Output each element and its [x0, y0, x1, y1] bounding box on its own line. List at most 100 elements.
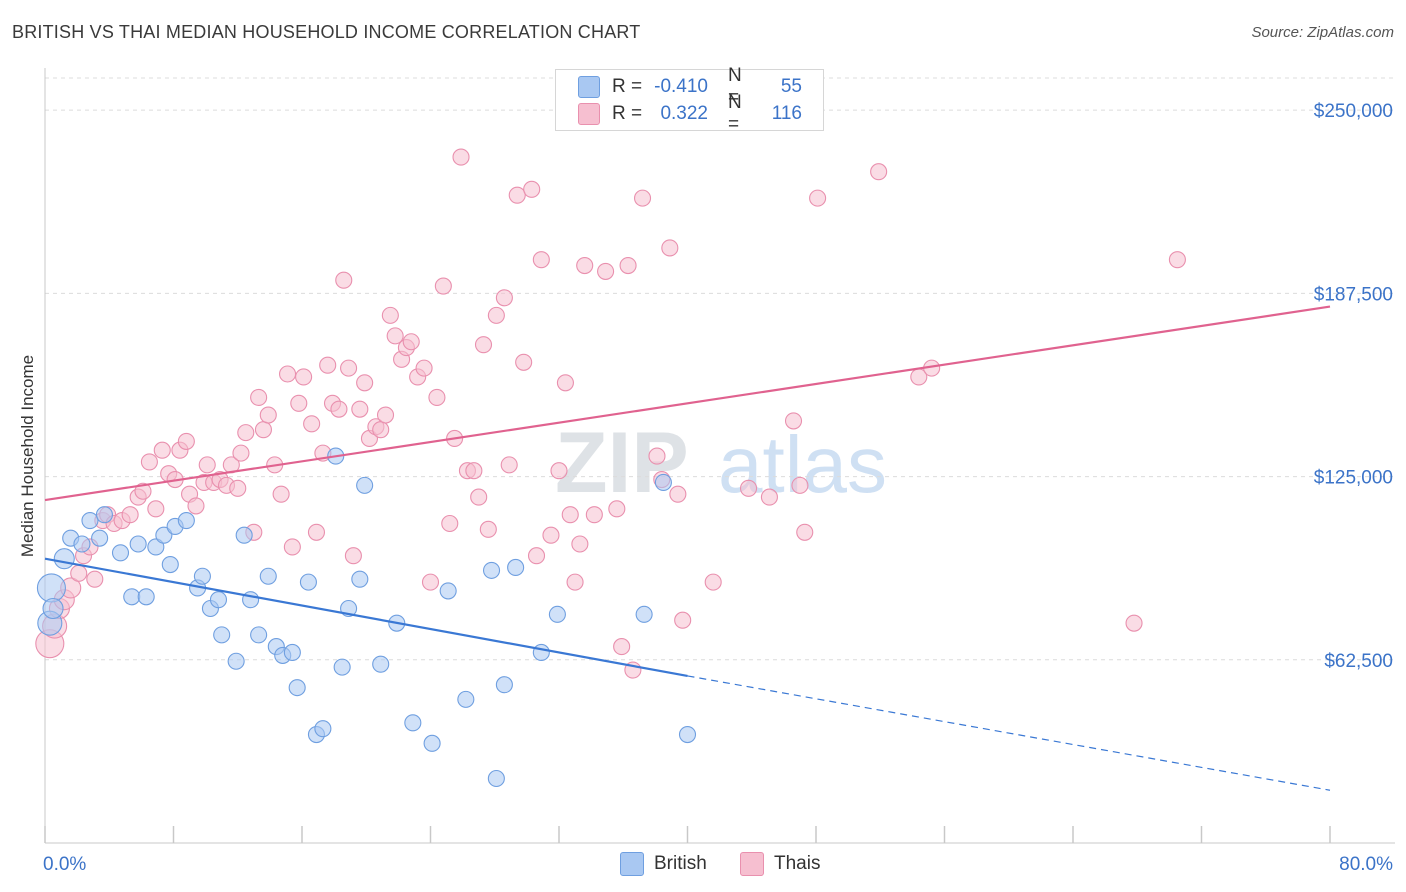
- thais-point: [613, 638, 631, 656]
- british-point: [457, 690, 475, 708]
- thais-point: [386, 327, 404, 345]
- thais-point: [619, 256, 637, 275]
- british-point: [495, 676, 513, 694]
- legend-r-label: R =: [612, 76, 643, 97]
- thais-point: [421, 573, 440, 591]
- thais-point: [704, 573, 722, 591]
- british-swatch: [578, 76, 600, 98]
- thais-point: [381, 306, 399, 324]
- thais-point: [147, 500, 165, 518]
- thais-point: [474, 336, 493, 354]
- thais-point: [465, 462, 483, 480]
- legend-row-british: R = -0.410 N = 55: [578, 65, 802, 108]
- thais-point: [177, 432, 195, 450]
- thais-point: [340, 359, 358, 377]
- thais-point: [415, 359, 433, 377]
- thais-point: [470, 488, 488, 506]
- british-point: [177, 512, 195, 530]
- thais-point: [198, 456, 216, 474]
- thais-point: [272, 485, 290, 503]
- british-point: [193, 567, 211, 585]
- british-point: [259, 567, 277, 585]
- thais-point: [402, 333, 420, 351]
- british-point: [299, 573, 317, 591]
- thais-point: [121, 506, 139, 524]
- thais-point: [479, 520, 497, 538]
- thais-r-value: 0.322: [660, 103, 708, 124]
- british-point: [333, 658, 351, 676]
- thais-point: [344, 547, 362, 565]
- british-point: [42, 597, 64, 620]
- british-point: [53, 548, 75, 570]
- thais-point: [452, 148, 470, 166]
- thais-point: [434, 277, 452, 295]
- thais-point: [1125, 614, 1143, 632]
- thais-point: [254, 421, 273, 439]
- british-point: [129, 535, 147, 553]
- british-point: [548, 605, 566, 623]
- british-point: [404, 714, 422, 732]
- thais-point: [295, 368, 313, 386]
- british-point: [155, 526, 173, 544]
- trend-lines: [44, 305, 1331, 791]
- correlation-legend: R = -0.410 N = 55 R = 0.322 N = 116: [555, 65, 824, 135]
- y-tick-label: $62,500: [1324, 651, 1393, 672]
- source-label: Source: ZipAtlas.com: [1251, 24, 1394, 41]
- thais-point: [542, 526, 560, 544]
- thais-point: [508, 186, 526, 204]
- grid: [45, 77, 1395, 661]
- legend-n-label: N =: [728, 65, 742, 108]
- x-tick-label-max: 80.0%: [1339, 854, 1393, 875]
- thais-point: [495, 289, 513, 307]
- thais-point: [140, 453, 158, 471]
- thais-point: [303, 415, 321, 433]
- axes: [44, 68, 1395, 844]
- thais-point: [566, 573, 584, 591]
- british-point: [73, 535, 91, 553]
- british-point: [95, 506, 113, 524]
- british-point: [372, 655, 390, 673]
- thais-point: [307, 523, 326, 541]
- british-point: [423, 734, 441, 752]
- thais-point: [335, 271, 353, 289]
- thais-point: [809, 189, 827, 207]
- thais-point: [428, 388, 446, 406]
- thais-point: [669, 485, 687, 503]
- thais-point: [571, 535, 589, 553]
- thais-point: [556, 374, 574, 392]
- british-point: [91, 529, 109, 547]
- thais-point: [372, 421, 390, 439]
- thais-legend-swatch: [740, 852, 764, 876]
- thais-point: [661, 239, 679, 257]
- thais-point: [608, 500, 626, 518]
- thais-point: [259, 406, 277, 424]
- british-point: [482, 561, 501, 579]
- british-point: [250, 626, 268, 644]
- british-n-value: 55: [780, 76, 802, 97]
- british-point: [314, 720, 332, 738]
- british-point: [235, 526, 253, 544]
- thais-point: [319, 356, 337, 374]
- thais-point: [283, 538, 301, 556]
- y-tick-label: $250,000: [1314, 101, 1393, 122]
- thais-point: [237, 424, 255, 442]
- british-point: [209, 591, 228, 609]
- thais-point: [633, 189, 652, 207]
- british-legend-swatch: [620, 852, 644, 876]
- thais-point: [760, 488, 778, 506]
- thais-legend-label: Thais: [774, 853, 821, 874]
- thais-point: [585, 506, 603, 524]
- british-point: [161, 555, 179, 574]
- thais-point: [648, 447, 666, 465]
- thais-point: [229, 479, 247, 497]
- thais-point: [441, 514, 459, 533]
- thais-n-value: 116: [771, 103, 802, 124]
- y-tick-label: $125,000: [1314, 468, 1393, 489]
- thais-point: [550, 462, 568, 480]
- thais-point: [153, 441, 171, 459]
- british-point: [439, 582, 457, 600]
- thais-point: [674, 611, 692, 629]
- british-r-value: -0.410: [654, 76, 708, 97]
- legend-row-thais: R = 0.322 N = 116: [578, 92, 802, 135]
- y-tick-label: $187,500: [1314, 284, 1393, 305]
